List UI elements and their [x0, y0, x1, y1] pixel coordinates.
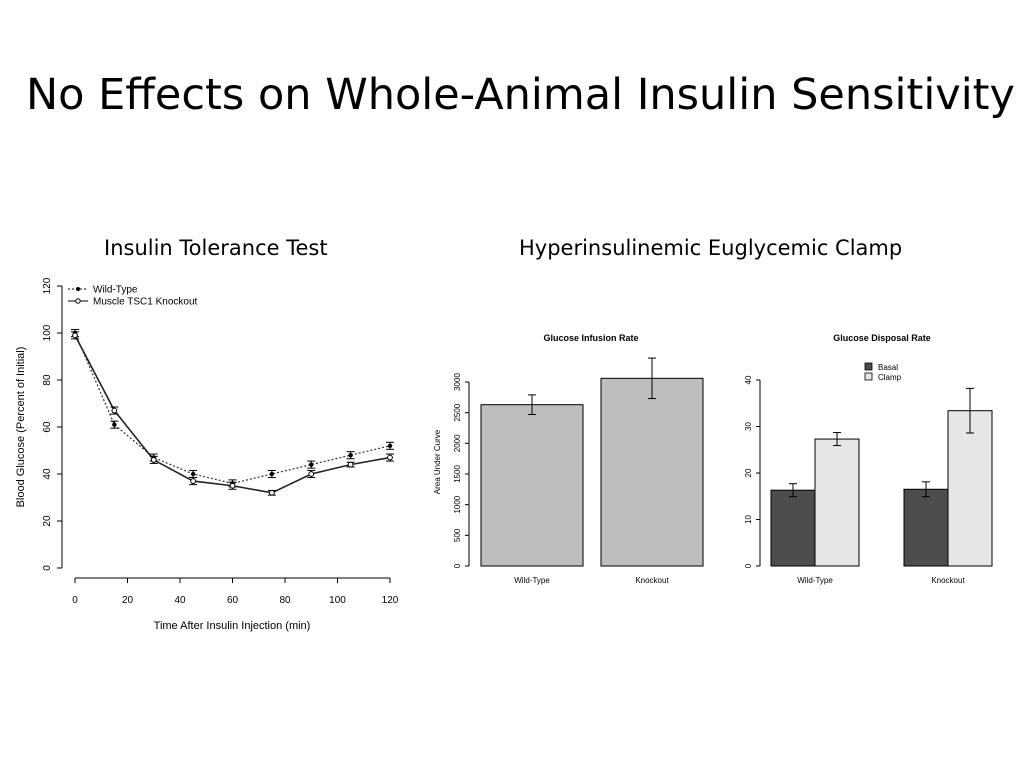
- section-title-clamp: Hyperinsulinemic Euglycemic Clamp: [519, 236, 903, 260]
- itt-x-tick-label: 120: [382, 595, 399, 606]
- gdr-bar-basal: [903, 488, 949, 567]
- gir-y-tick-label: 1500: [453, 465, 462, 483]
- gdr-y-tick-label: 20: [744, 468, 753, 477]
- gdr-legend-swatch: [864, 372, 873, 381]
- itt-point-knockout: [190, 478, 197, 484]
- gir-y-tick-label: 3000: [453, 373, 462, 391]
- section-title-insulin-tolerance: Insulin Tolerance Test: [104, 236, 328, 260]
- itt-point-knockout: [72, 332, 78, 339]
- gdr-bar-basal: [770, 489, 816, 567]
- itt-point-knockout: [150, 457, 157, 463]
- gir-category-label: Knockout: [635, 576, 669, 585]
- itt-point-wildtype: [190, 471, 196, 477]
- gir-y-tick-label: 2500: [453, 403, 462, 421]
- gir-y-tick-label: 1000: [453, 495, 462, 513]
- gir-category-label: Wild-Type: [514, 576, 550, 585]
- gir-y-tick-label: 500: [453, 528, 462, 542]
- gdr-category-label: Knockout: [931, 576, 965, 585]
- gdr-y-tick-label: 10: [744, 515, 753, 524]
- gir-y-tick-label: 0: [453, 563, 462, 568]
- itt-legend-label: Muscle TSC1 Knockout: [93, 297, 198, 308]
- itt-point-knockout: [347, 461, 354, 468]
- gdr-title: Glucose Disposal Rate: [833, 333, 931, 343]
- gir-bar: [480, 404, 584, 567]
- itt-y-tick-label: 120: [42, 277, 53, 294]
- itt-point-wildtype: [309, 462, 314, 467]
- itt-point-knockout: [111, 407, 118, 414]
- itt-y-axis-label: Blood Glucose (Percent of Initial): [15, 347, 27, 508]
- gdr-legend-label: Basal: [878, 363, 898, 372]
- itt-point-wildtype: [387, 443, 393, 448]
- itt-x-tick-label: 80: [279, 595, 291, 606]
- itt-point-wildtype: [112, 422, 117, 427]
- gdr-y-tick-label: 30: [744, 422, 753, 431]
- gdr-y-tick-label: 0: [744, 563, 753, 568]
- gdr-legend-label: Clamp: [878, 373, 902, 382]
- itt-x-tick-label: 60: [227, 595, 239, 606]
- gir-bar: [600, 377, 704, 567]
- itt-y-tick-label: 0: [42, 565, 53, 571]
- itt-x-tick-label: 0: [72, 595, 78, 606]
- gdr-y-tick-label: 40: [744, 375, 753, 384]
- itt-series-line-0: [74, 332, 391, 485]
- gdr-bar-clamp: [814, 438, 860, 567]
- itt-y-tick-label: 40: [42, 468, 53, 480]
- itt-point-knockout: [268, 489, 275, 496]
- itt-x-tick-label: 20: [122, 595, 134, 606]
- itt-legend-label: Wild-Type: [93, 285, 138, 296]
- itt-x-tick-label: 40: [174, 595, 186, 606]
- itt-y-tick-label: 80: [42, 374, 53, 386]
- gdr-category-label: Wild-Type: [797, 576, 833, 585]
- gir-y-axis-label: Area Under Curve: [433, 429, 442, 494]
- itt-legend-marker: [76, 287, 80, 291]
- gir-y-tick-label: 2000: [453, 434, 462, 452]
- itt-x-tick-label: 100: [329, 595, 346, 606]
- itt-y-tick-label: 100: [42, 324, 53, 341]
- itt-point-knockout: [387, 454, 393, 461]
- itt-point-wildtype: [348, 453, 353, 458]
- itt-point-wildtype: [269, 471, 275, 477]
- itt-point-knockout: [229, 482, 236, 489]
- gir-title: Glucose Infusion Rate: [543, 333, 638, 343]
- itt-x-axis-label: Time After Insulin Injection (min): [154, 620, 311, 632]
- itt-legend-marker: [75, 298, 81, 304]
- gdr-bar-clamp: [947, 410, 993, 567]
- itt-y-tick-label: 20: [42, 515, 53, 527]
- slide-title: No Effects on Whole-Animal Insulin Sensi…: [26, 70, 1015, 120]
- gdr-legend-swatch: [864, 362, 873, 371]
- itt-point-knockout: [308, 471, 315, 477]
- itt-y-tick-label: 60: [42, 421, 53, 433]
